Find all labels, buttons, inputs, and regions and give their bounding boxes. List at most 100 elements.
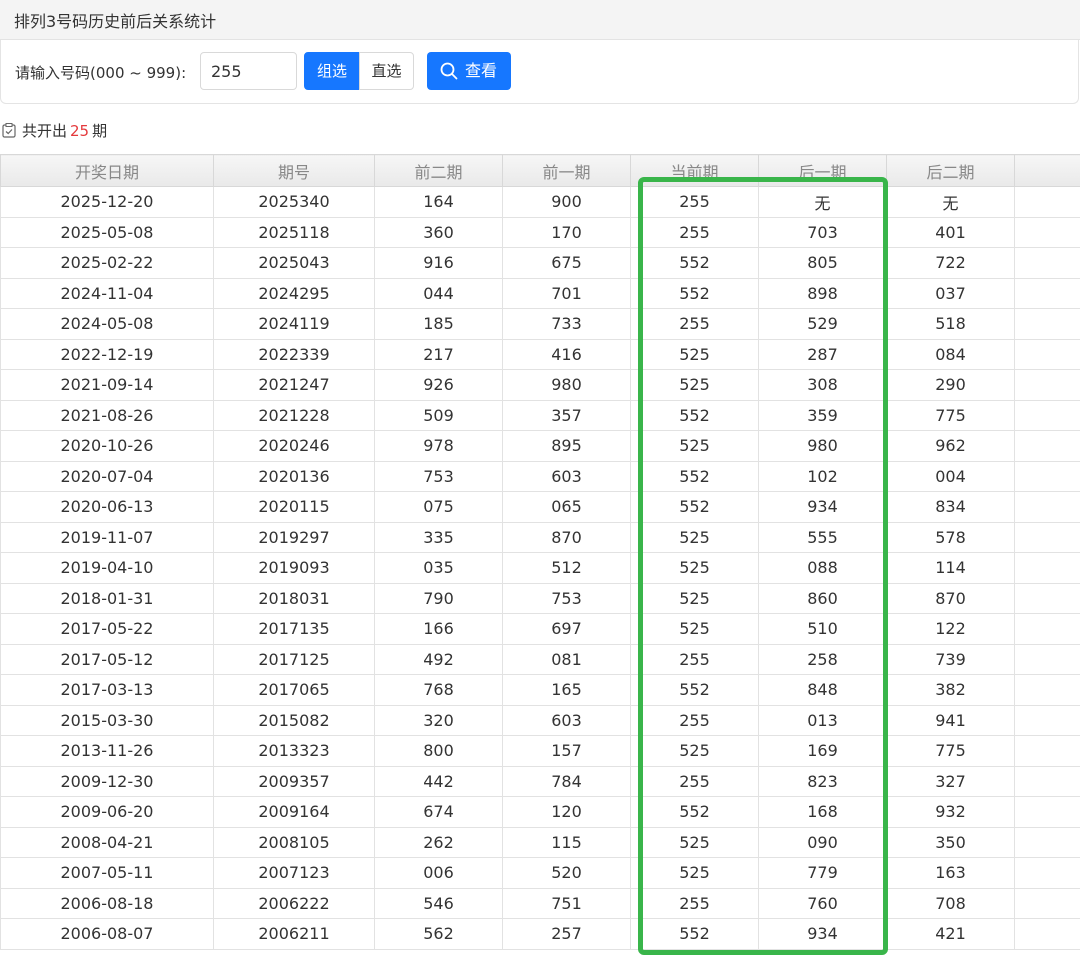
table-cell: 2015-03-30 bbox=[0, 704, 214, 736]
table-cell: 359 bbox=[758, 399, 887, 431]
table-cell: 2024-11-04 bbox=[0, 277, 214, 309]
table-cell: 525 bbox=[630, 582, 759, 614]
table-cell: 2017-05-12 bbox=[0, 643, 214, 675]
table-cell: 013 bbox=[758, 704, 887, 736]
table-cell: 703 bbox=[758, 216, 887, 248]
table-cell: 2019-04-10 bbox=[0, 552, 214, 584]
table-cell: 525 bbox=[630, 826, 759, 858]
table-cell-cut bbox=[1014, 552, 1080, 584]
table-cell: 552 bbox=[630, 247, 759, 279]
table-cell-cut bbox=[1014, 765, 1080, 797]
table-cell-cut bbox=[1014, 735, 1080, 767]
table-cell: 360 bbox=[374, 216, 503, 248]
table-cell: 308 bbox=[758, 369, 887, 401]
table-cell: 255 bbox=[630, 216, 759, 248]
table-row: 2025-12-20 2025340 164 900 255 无无 bbox=[0, 186, 1080, 218]
table-cell: 518 bbox=[886, 308, 1015, 340]
table-cell: 090 bbox=[758, 826, 887, 858]
table-cell: 2017-05-22 bbox=[0, 613, 214, 645]
table-row: 2017-03-13 2017065 768 165 552 848 382 bbox=[0, 674, 1080, 706]
table-cell-cut bbox=[1014, 460, 1080, 492]
column-header: 当前期 bbox=[630, 154, 759, 187]
table-row: 2025-05-08 2025118 360 170 255 703 401 bbox=[0, 216, 1080, 248]
table-cell-cut bbox=[1014, 491, 1080, 523]
table-cell: 2018-01-31 bbox=[0, 582, 214, 614]
column-header: 后二期 bbox=[886, 154, 1015, 187]
table-cell: 674 bbox=[374, 796, 503, 828]
table-cell-cut bbox=[1014, 308, 1080, 340]
table-cell: 525 bbox=[630, 735, 759, 767]
table-row: 2009-06-20 2009164 674 120 552 168 932 bbox=[0, 796, 1080, 828]
table-cell: 529 bbox=[758, 308, 887, 340]
table-cell: 492 bbox=[374, 643, 503, 675]
table-cell: 775 bbox=[886, 735, 1015, 767]
group-button[interactable]: 组选 bbox=[304, 52, 360, 90]
header-row: 开奖日期 期号 前二期 前一期 当前期 后一期 后二期 bbox=[0, 154, 1080, 187]
number-input[interactable] bbox=[200, 52, 297, 90]
table-cell: 722 bbox=[886, 247, 1015, 279]
table-cell: 552 bbox=[630, 399, 759, 431]
table-row: 2025-02-22 2025043 916 675 552 805 722 bbox=[0, 247, 1080, 279]
table-cell: 753 bbox=[502, 582, 631, 614]
table-cell-cut bbox=[1014, 796, 1080, 828]
table-cell: 2022-12-19 bbox=[0, 338, 214, 370]
table-cell: 无 bbox=[758, 186, 887, 218]
table-cell: 603 bbox=[502, 704, 631, 736]
table-cell: 416 bbox=[502, 338, 631, 370]
table-cell: 552 bbox=[630, 491, 759, 523]
search-button[interactable]: 查看 bbox=[427, 52, 511, 90]
table-cell-cut bbox=[1014, 582, 1080, 614]
table-cell: 751 bbox=[502, 887, 631, 919]
table-cell-cut bbox=[1014, 643, 1080, 675]
table-cell: 157 bbox=[502, 735, 631, 767]
summary-suffix: 期 bbox=[92, 122, 108, 140]
table-cell: 255 bbox=[630, 308, 759, 340]
table-cell-cut bbox=[1014, 399, 1080, 431]
table-row: 2024-05-08 2024119 185 733 255 529 518 bbox=[0, 308, 1080, 340]
table-row: 2006-08-07 2006211 562 257 552 934 421 bbox=[0, 918, 1080, 950]
table-cell: 2020-10-26 bbox=[0, 430, 214, 462]
table-row: 2020-07-04 2020136 753 603 552 102 004 bbox=[0, 460, 1080, 492]
table-cell: 168 bbox=[758, 796, 887, 828]
table-cell: 170 bbox=[502, 216, 631, 248]
table-cell: 525 bbox=[630, 369, 759, 401]
table-cell: 2025118 bbox=[213, 216, 375, 248]
table-row: 2018-01-31 2018031 790 753 525 860 870 bbox=[0, 582, 1080, 614]
table-row: 2007-05-11 2007123 006 520 525 779 163 bbox=[0, 857, 1080, 889]
table-cell: 2007-05-11 bbox=[0, 857, 214, 889]
table-row: 2017-05-22 2017135 166 697 525 510 122 bbox=[0, 613, 1080, 645]
table-cell: 578 bbox=[886, 521, 1015, 553]
table-cell: 823 bbox=[758, 765, 887, 797]
table-row: 2008-04-21 2008105 262 115 525 090 350 bbox=[0, 826, 1080, 858]
table-cell: 760 bbox=[758, 887, 887, 919]
table-cell: 2019-11-07 bbox=[0, 521, 214, 553]
column-header: 前二期 bbox=[374, 154, 503, 187]
direct-button[interactable]: 直选 bbox=[359, 52, 414, 90]
table-cell: 335 bbox=[374, 521, 503, 553]
table-cell: 520 bbox=[502, 857, 631, 889]
table-cell: 2025-02-22 bbox=[0, 247, 214, 279]
table-cell: 697 bbox=[502, 613, 631, 645]
table-cell: 2017065 bbox=[213, 674, 375, 706]
table-cell: 163 bbox=[886, 857, 1015, 889]
table-cell: 2021-09-14 bbox=[0, 369, 214, 401]
table-cell: 733 bbox=[502, 308, 631, 340]
table-cell: 2020246 bbox=[213, 430, 375, 462]
table-cell: 2017-03-13 bbox=[0, 674, 214, 706]
table-cell-cut bbox=[1014, 247, 1080, 279]
table-cell: 2019093 bbox=[213, 552, 375, 584]
table-row: 2013-11-26 2013323 800 157 525 169 775 bbox=[0, 735, 1080, 767]
table-cell-cut bbox=[1014, 918, 1080, 950]
table-cell: 779 bbox=[758, 857, 887, 889]
table-cell: 834 bbox=[886, 491, 1015, 523]
table-row: 2022-12-19 2022339 217 416 525 287 084 bbox=[0, 338, 1080, 370]
table-cell: 114 bbox=[886, 552, 1015, 584]
table-cell: 962 bbox=[886, 430, 1015, 462]
table-cell: 421 bbox=[886, 918, 1015, 950]
table-cell: 2006222 bbox=[213, 887, 375, 919]
table-cell: 525 bbox=[630, 521, 759, 553]
table-cell: 552 bbox=[630, 674, 759, 706]
table-cell: 870 bbox=[886, 582, 1015, 614]
column-header-cut bbox=[1014, 154, 1080, 187]
